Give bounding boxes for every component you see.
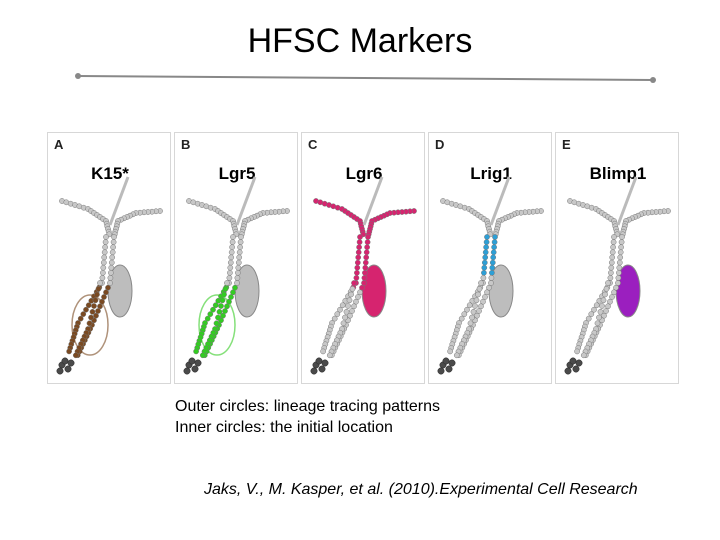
marker-label: Lgr5 — [218, 164, 256, 183]
epidermis-right — [619, 208, 671, 238]
follicle-inner — [453, 280, 484, 359]
epidermis-right — [492, 208, 544, 238]
follicle-inner — [199, 280, 230, 359]
marker-label: Lrig1 — [470, 164, 512, 183]
panel-letter: A — [54, 137, 64, 152]
panel-b: B Lgr5 — [174, 132, 298, 384]
follicle-diagram — [183, 176, 290, 375]
bulge-highlight — [198, 294, 236, 356]
follicle-diagram — [437, 176, 544, 375]
epidermis-right — [111, 208, 163, 238]
epidermis-left — [313, 198, 367, 238]
epidermis-left — [186, 198, 240, 238]
marker-label: Lgr6 — [345, 164, 383, 183]
epidermis-right — [238, 208, 290, 238]
follicle-inner — [580, 280, 611, 359]
hair-follicle-figure: A K15* B Lgr5 C Lgr6 D Lrig1 E Blimp1 — [47, 132, 681, 384]
marker-label: Blimp1 — [589, 164, 647, 183]
marker-label: K15* — [91, 164, 129, 183]
panel-a: A K15* — [47, 132, 171, 384]
follicle-inner — [326, 280, 357, 359]
epidermis-left — [567, 198, 621, 238]
dermal-papilla — [310, 357, 329, 375]
panel-letter: C — [308, 137, 318, 152]
panel-c: C Lgr6 — [301, 132, 425, 384]
hair-shaft — [489, 176, 511, 226]
dermal-papilla — [564, 357, 583, 375]
epidermis-left — [440, 198, 494, 238]
dermal-papilla — [56, 357, 75, 375]
caption-line-inner: Inner circles: the initial location — [175, 419, 393, 436]
panel-d: D Lrig1 — [428, 132, 552, 384]
title-underline — [75, 73, 656, 83]
citation: Jaks, V., M. Kasper, et al. (2010).Exper… — [204, 481, 638, 498]
dermal-papilla — [437, 357, 456, 375]
hair-shaft — [362, 176, 384, 226]
slide-title: HFSC Markers — [247, 22, 473, 60]
bulge-highlight — [71, 294, 109, 356]
dermal-papilla — [183, 357, 202, 375]
hair-shaft — [616, 176, 638, 226]
epidermis-left — [59, 198, 113, 238]
hair-shaft — [235, 176, 257, 226]
hair-shaft — [108, 176, 130, 226]
follicle-diagram — [564, 176, 671, 375]
panel-e: E Blimp1 — [555, 132, 679, 384]
panel-letter: B — [181, 137, 191, 152]
legend-caption: Outer circles: lineage tracing patterns … — [175, 396, 440, 438]
caption-line-outer: Outer circles: lineage tracing patterns — [175, 398, 441, 415]
follicle-diagram — [310, 176, 417, 375]
panel-letter: D — [435, 137, 445, 152]
epidermis-right — [365, 208, 417, 238]
follicle-diagram — [56, 176, 163, 375]
panel-letter: E — [562, 137, 571, 152]
